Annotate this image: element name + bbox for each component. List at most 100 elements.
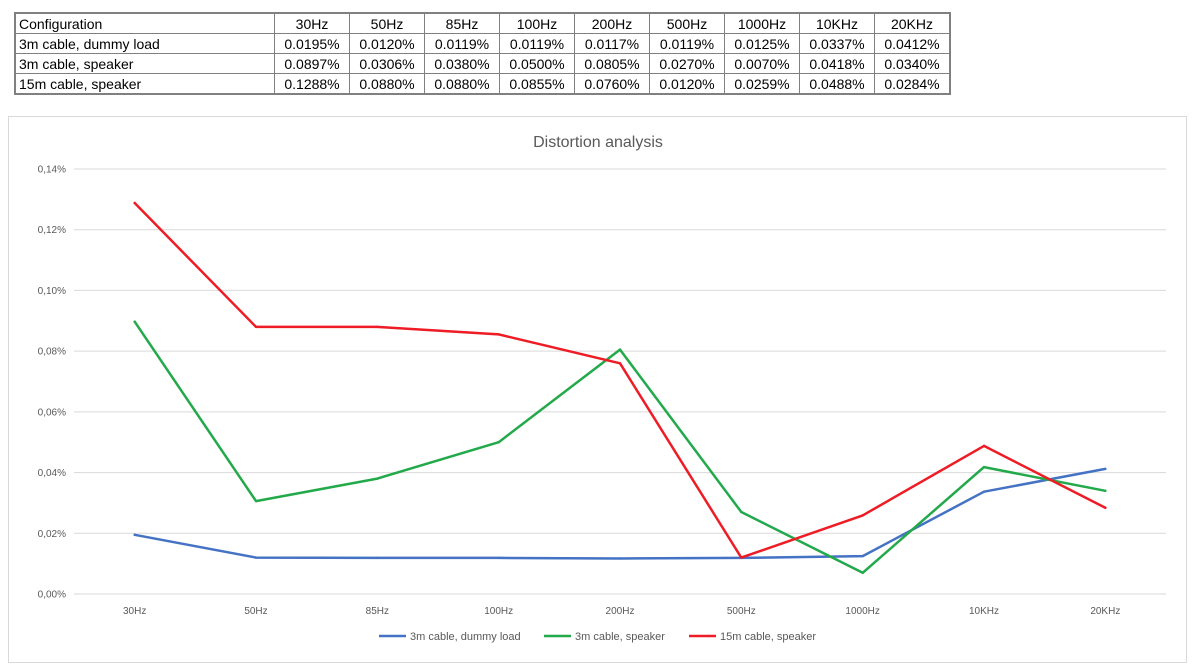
data-point — [618, 362, 622, 365]
table-row: 3m cable, dummy load 0.0195% 0.0120% 0.0… — [14, 33, 951, 54]
series-line — [133, 320, 1107, 575]
table-cell: 0.0070% — [724, 53, 800, 74]
data-point — [861, 554, 864, 558]
data-point — [133, 201, 136, 205]
y-tick-label: 0,02% — [38, 529, 66, 540]
table-cell: 0.0125% — [724, 33, 800, 54]
table-cell: 0.0337% — [799, 33, 875, 54]
data-point — [1104, 506, 1107, 509]
series-lines — [133, 201, 1107, 575]
x-tick-label: 100Hz — [484, 606, 513, 617]
data-point — [376, 325, 379, 329]
table-cell: 0.0488% — [799, 73, 875, 95]
x-axis: 30Hz 50Hz 85Hz 100Hz 200Hz 500Hz 1000Hz 10KHz 20… — [123, 606, 1120, 617]
data-point — [618, 557, 622, 560]
table-header-cell: Configuration — [14, 12, 275, 34]
data-point — [133, 320, 136, 323]
y-tick-label: 0,06% — [38, 407, 66, 418]
x-tick-label: 20KHz — [1090, 606, 1120, 617]
table-cell: 0.0259% — [724, 73, 800, 95]
gridlines — [74, 168, 1166, 595]
data-point — [133, 533, 136, 537]
table-header-row: Configuration 30Hz 50Hz 85Hz 100Hz 200Hz… — [14, 12, 951, 34]
data-point — [982, 444, 986, 448]
y-tick-label: 0,12% — [38, 225, 66, 236]
y-tick-label: 0,00% — [38, 590, 66, 601]
series-line — [133, 467, 1107, 560]
table-cell: 0.0418% — [799, 53, 875, 74]
data-point — [618, 348, 622, 351]
data-point — [982, 465, 986, 469]
table-cell: 0.1288% — [274, 73, 350, 95]
data-point — [1104, 489, 1107, 492]
table-header-cell: 500Hz — [649, 12, 725, 34]
table-cell: 0.0380% — [424, 53, 500, 74]
x-tick-label: 500Hz — [727, 606, 756, 617]
y-tick-label: 0,14% — [38, 165, 66, 176]
data-point — [497, 441, 500, 444]
table-cell: 15m cable, speaker — [14, 73, 275, 95]
chart-title: Distortion analysis — [533, 134, 663, 151]
table-cell: 0.0119% — [649, 33, 725, 54]
legend-label: 3m cable, dummy load — [410, 631, 521, 643]
table-cell: 0.0855% — [499, 73, 575, 95]
data-point — [254, 499, 258, 503]
chart-area: Distortion analysis 0,00% 0,02% 0,04% 0,06%… — [8, 116, 1187, 663]
table-cell: 3m cable, dummy load — [14, 33, 275, 54]
data-point — [740, 510, 743, 514]
line-chart: Distortion analysis 0,00% 0,02% 0,04% 0,06%… — [38, 134, 1166, 643]
x-tick-label: 200Hz — [606, 606, 635, 617]
data-point — [1104, 467, 1107, 471]
x-tick-label: 30Hz — [123, 606, 146, 617]
table-cell: 0.0880% — [424, 73, 500, 95]
table-cell: 0.0284% — [874, 73, 951, 95]
data-point — [861, 514, 864, 517]
legend-label: 15m cable, speaker — [720, 631, 816, 643]
legend: 3m cable, dummy load 3m cable, speaker 15m… — [379, 631, 816, 643]
table-cell: 0.0119% — [424, 33, 500, 54]
table-cell: 0.0119% — [499, 33, 575, 54]
data-point — [254, 556, 258, 559]
table-header-cell: 30Hz — [274, 12, 350, 34]
data-point — [740, 556, 743, 559]
data-point — [861, 571, 864, 574]
legend-label: 3m cable, speaker — [575, 631, 665, 643]
table-cell: 0.0340% — [874, 53, 951, 74]
table-cell: 0.0306% — [349, 53, 425, 74]
data-point — [376, 556, 379, 560]
x-tick-label: 85Hz — [366, 606, 389, 617]
y-tick-label: 0,10% — [38, 286, 66, 297]
distortion-data-table: Configuration 30Hz 50Hz 85Hz 100Hz 200Hz… — [14, 12, 951, 95]
table-cell: 0.0805% — [574, 53, 650, 74]
table-cell: 3m cable, speaker — [14, 53, 275, 74]
table-cell: 0.0880% — [349, 73, 425, 95]
table-cell: 0.0412% — [874, 33, 951, 54]
y-tick-label: 0,08% — [38, 347, 66, 358]
table-cell: 0.0897% — [274, 53, 350, 74]
y-tick-label: 0,04% — [38, 468, 66, 479]
data-point — [254, 325, 258, 329]
table-header-cell: 20KHz — [874, 12, 951, 34]
data-point — [376, 477, 379, 480]
table-header-cell: 50Hz — [349, 12, 425, 34]
table-row: 15m cable, speaker 0.1288% 0.0880% 0.088… — [14, 73, 951, 95]
table-header-cell: 85Hz — [424, 12, 500, 34]
table-cell: 0.0195% — [274, 33, 350, 54]
y-axis: 0,00% 0,02% 0,04% 0,06% 0,08% 0,10% 0,12% 0,14% — [38, 165, 66, 601]
data-point — [497, 333, 500, 336]
table-cell: 0.0760% — [574, 73, 650, 95]
table-cell: 0.0120% — [649, 73, 725, 95]
table-header-cell: 10KHz — [799, 12, 875, 34]
table-cell: 0.0500% — [499, 53, 575, 74]
table-row: 3m cable, speaker 0.0897% 0.0306% 0.0380… — [14, 53, 951, 74]
table-header-cell: 100Hz — [499, 12, 575, 34]
table-header-cell: 1000Hz — [724, 12, 800, 34]
table-header-cell: 200Hz — [574, 12, 650, 34]
data-point — [982, 490, 986, 493]
x-tick-label: 1000Hz — [845, 606, 879, 617]
x-tick-label: 50Hz — [244, 606, 267, 617]
table-cell: 0.0117% — [574, 33, 650, 54]
data-point — [497, 556, 500, 560]
table-cell: 0.0270% — [649, 53, 725, 74]
table-cell: 0.0120% — [349, 33, 425, 54]
